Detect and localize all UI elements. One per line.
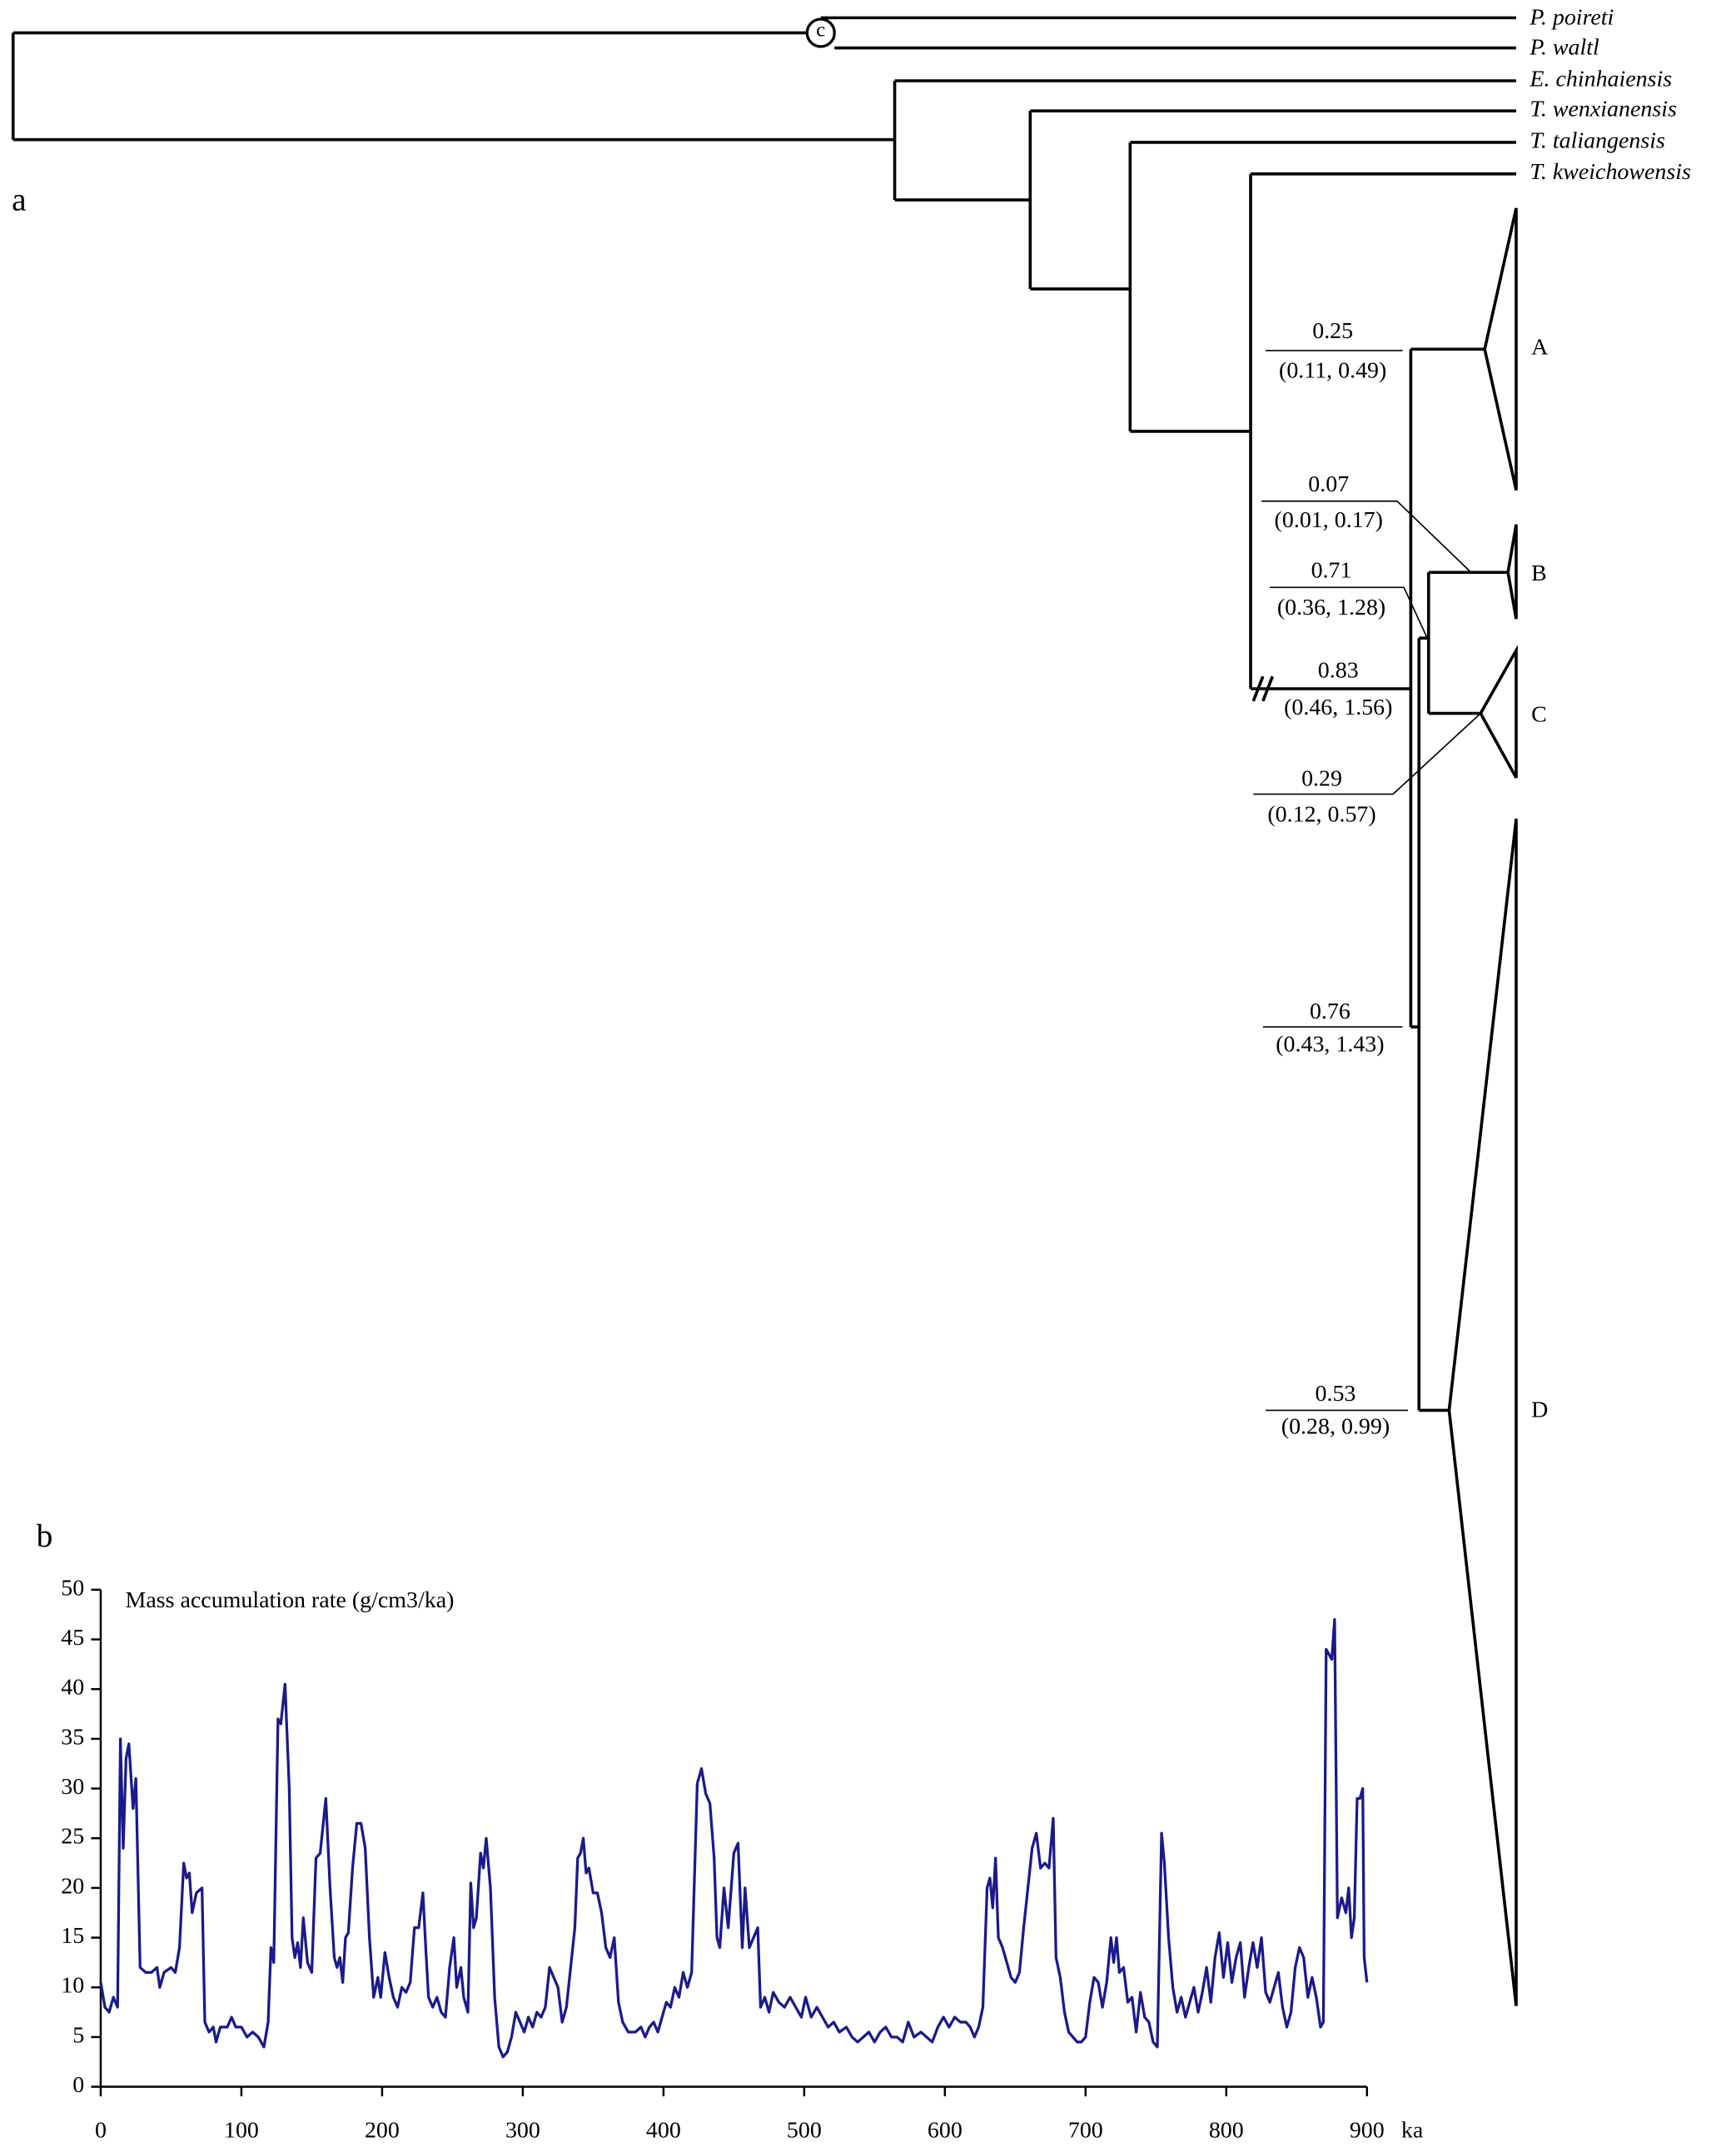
x-tick-label: 800 xyxy=(1209,2117,1244,2143)
y-tick-label: 45 xyxy=(61,1625,84,1651)
data-line xyxy=(99,1618,1369,2059)
x-tick-label: 700 xyxy=(1068,2117,1103,2143)
y-tick-label: 0 xyxy=(72,2072,84,2098)
node-age: 0.83 xyxy=(1318,658,1359,684)
node-hpd: (0.01, 0.17) xyxy=(1275,507,1383,533)
clade-label: C xyxy=(1531,701,1547,727)
x-tick-label: 600 xyxy=(928,2117,963,2143)
x-tick-label: 0 xyxy=(95,2117,107,2143)
x-tick-label: 500 xyxy=(787,2117,822,2143)
clade-label: B xyxy=(1531,560,1547,586)
clade-label: D xyxy=(1531,1397,1548,1423)
x-tick-label: 100 xyxy=(224,2117,259,2143)
x-axis-label: ka xyxy=(1401,2117,1424,2143)
node-hpd: (0.28, 0.99) xyxy=(1281,1413,1390,1439)
node-hpd: (0.12, 0.57) xyxy=(1267,801,1375,827)
x-tick-label: 900 xyxy=(1350,2117,1385,2143)
node-hpd: (0.43, 1.43) xyxy=(1276,1032,1384,1058)
node-age: 0.53 xyxy=(1316,1381,1356,1407)
taxon-label: P. waltl xyxy=(1529,35,1599,61)
node-age: 0.71 xyxy=(1311,558,1352,584)
line-chart: b Mass accumulation rate (g/cm3/ka) ka 0… xyxy=(37,1517,1424,2143)
node-hpd: (0.36, 1.28) xyxy=(1277,595,1385,620)
panel-label: b xyxy=(37,1517,53,1554)
phylogenetic-tree: a c xyxy=(11,4,1691,2006)
taxon-label: E. chinhaiensis xyxy=(1529,66,1672,92)
taxon-label: P. poireti xyxy=(1529,4,1614,30)
node-age: 0.76 xyxy=(1310,999,1350,1024)
node-hpd: (0.46, 1.56) xyxy=(1284,695,1392,720)
node-age: 0.25 xyxy=(1312,318,1353,344)
y-tick-label: 15 xyxy=(61,1923,84,1949)
taxon-label: T. taliangensis xyxy=(1530,127,1665,153)
chart-title: Mass accumulation rate (g/cm3/ka) xyxy=(126,1587,455,1613)
panel-label: a xyxy=(12,181,27,217)
x-tick-label: 400 xyxy=(646,2117,681,2143)
y-tick-label: 35 xyxy=(61,1724,84,1750)
y-tick-label: 20 xyxy=(61,1873,84,1899)
y-tick-label: 5 xyxy=(72,2022,84,2048)
y-tick-label: 30 xyxy=(61,1774,84,1800)
y-tick-label: 40 xyxy=(61,1675,84,1701)
x-tick-label: 300 xyxy=(505,2117,540,2143)
calibration-mark: c xyxy=(816,18,825,41)
clade-label: A xyxy=(1531,335,1548,361)
y-tick-label: 10 xyxy=(61,1973,84,1999)
taxon-label: T. wenxianensis xyxy=(1530,97,1677,122)
y-tick-label: 50 xyxy=(61,1575,84,1601)
y-tick-label: 25 xyxy=(61,1824,84,1850)
node-age: 0.07 xyxy=(1308,471,1349,497)
taxon-label: T. kweichowensis xyxy=(1530,159,1691,185)
x-tick-label: 200 xyxy=(365,2117,400,2143)
node-age: 0.29 xyxy=(1301,766,1342,792)
node-hpd: (0.11, 0.49) xyxy=(1279,358,1386,384)
